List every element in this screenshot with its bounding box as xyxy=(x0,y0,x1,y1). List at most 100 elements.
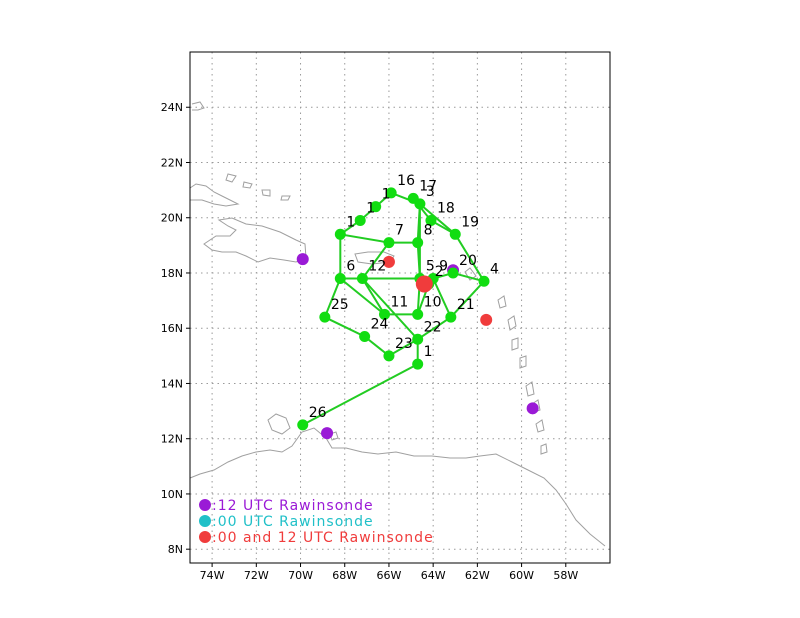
dropsonde-label: 1 xyxy=(424,344,433,360)
dropsonde-point xyxy=(445,311,457,323)
rawinsonde-site-both xyxy=(480,313,493,326)
rawinsonde-sites xyxy=(296,253,539,440)
lat-tick-label: 14N xyxy=(161,377,183,390)
dropsonde-label: 11 xyxy=(391,294,409,310)
lon-tick-label: 64W xyxy=(421,569,446,582)
lat-tick-label: 22N xyxy=(161,156,183,169)
dropsonde-point xyxy=(412,333,424,345)
dropsonde-label: 6 xyxy=(346,258,355,274)
lon-tick-label: 72W xyxy=(244,569,269,582)
coastline-hispaniola xyxy=(203,217,307,263)
dropsonde-label: 23 xyxy=(395,336,413,352)
lat-tick-label: 10N xyxy=(161,488,183,501)
dropsonde-label: 26 xyxy=(309,405,327,421)
dropsonde-point xyxy=(407,192,419,204)
flight-track-segment xyxy=(339,277,386,316)
dropsonde-point xyxy=(412,308,424,320)
dropsonde-point xyxy=(478,275,490,287)
coastline-bahamas-4 xyxy=(280,195,291,201)
rawinsonde-site-12 xyxy=(296,253,309,266)
dropsonde-label: 21 xyxy=(457,297,475,313)
legend-label-12: :12 UTC Rawinsonde xyxy=(212,498,374,514)
dropsonde-point xyxy=(297,419,309,431)
storm-center xyxy=(415,275,433,293)
legend: :12 UTC Rawinsonde:00 UTC Rawinsonde:00 … xyxy=(199,498,434,546)
dropsonde-label: 18 xyxy=(437,200,455,216)
lat-tick-label: 16N xyxy=(161,322,183,335)
storm-center-marker xyxy=(415,275,433,293)
dropsonde-point xyxy=(354,214,366,226)
coastline-south-america xyxy=(189,427,606,547)
dropsonde-point xyxy=(356,272,368,284)
coastline-paraguana xyxy=(267,413,291,435)
dropsonde-label: 9 xyxy=(439,258,448,274)
lon-tick-label: 70W xyxy=(288,569,313,582)
dropsonde-label: 7 xyxy=(395,223,404,239)
coastline-cuba-north xyxy=(191,101,205,111)
dropsonde-label: 22 xyxy=(424,319,442,335)
dropsonde-label: 12 xyxy=(368,258,386,274)
dropsonde-point xyxy=(383,237,395,249)
rawinsonde-site-both xyxy=(382,255,395,268)
lat-tick-label: 18N xyxy=(161,267,183,280)
dropsonde-label: 1 xyxy=(346,214,355,230)
coastline-bahamas-3 xyxy=(261,189,271,197)
dropsonde-label: 19 xyxy=(461,214,479,230)
dropsonde-point xyxy=(385,187,397,199)
flight-track-segment xyxy=(361,241,390,280)
coastline-bahamas-2 xyxy=(242,181,253,189)
map-frame xyxy=(189,51,611,564)
dropsonde-point xyxy=(370,201,382,213)
dropsonde-point xyxy=(412,237,424,249)
dropsonde-point xyxy=(449,228,461,240)
dropsonde-point xyxy=(447,267,459,279)
coastlines xyxy=(189,101,606,547)
rawinsonde-site-12 xyxy=(526,402,539,415)
dropsonde-point xyxy=(383,350,395,362)
rawinsonde-site-12 xyxy=(321,427,334,440)
coastline-abc-islands xyxy=(329,431,339,441)
dropsonde-label: 4 xyxy=(490,261,499,277)
dropsonde-point xyxy=(412,358,424,370)
lon-tick-label: 66W xyxy=(377,569,402,582)
dropsonde-points xyxy=(297,187,490,431)
lon-tick-label: 68W xyxy=(332,569,357,582)
dropsonde-point xyxy=(379,308,391,320)
coastline-bahamas-1 xyxy=(225,173,237,183)
flight-track-segment xyxy=(432,278,452,318)
dropsonde-label: 1 xyxy=(366,200,375,216)
dropsonde-label: 2 xyxy=(435,264,444,280)
dropsonde-label: 8 xyxy=(424,223,433,239)
dropsonde-label: 10 xyxy=(424,294,442,310)
axis-tick-labels: 74W 72W 70W 68W 66W 64W 62W 60W 58W8N10N12N14N16… xyxy=(161,101,579,582)
lon-tick-label: 60W xyxy=(509,569,534,582)
legend-label-00: :00 UTC Rawinsonde xyxy=(212,514,374,530)
coastline-lesser-antilles xyxy=(464,267,548,455)
dropsonde-label: 17 xyxy=(419,178,437,194)
graticule-grid xyxy=(190,52,610,563)
dropsonde-label: 24 xyxy=(371,317,389,333)
dropsonde-label: 25 xyxy=(331,297,349,313)
lat-tick-label: 12N xyxy=(161,433,183,446)
lat-tick-label: 8N xyxy=(168,543,183,556)
lon-tick-label: 62W xyxy=(465,569,490,582)
dropsonde-label: 5 xyxy=(426,258,435,274)
dropsonde-label: 16 xyxy=(397,173,415,189)
dropsonde-point xyxy=(425,214,437,226)
plot-border xyxy=(189,51,611,564)
dropsonde-label: 3 xyxy=(426,184,435,200)
dropsonde-point xyxy=(334,228,346,240)
legend-label-both: :00 and 12 UTC Rawinsonde xyxy=(212,530,434,546)
lon-tick-label: 58W xyxy=(553,569,578,582)
dropsonde-point xyxy=(334,272,346,284)
legend-marker-both xyxy=(199,531,211,543)
legend-marker-12 xyxy=(199,499,211,511)
legend-marker-00 xyxy=(199,515,211,527)
dropsonde-point xyxy=(319,311,331,323)
coastline-cuba xyxy=(189,183,240,207)
dropsonde-label: 20 xyxy=(459,253,477,269)
lat-tick-label: 24N xyxy=(161,101,183,114)
lat-tick-label: 20N xyxy=(161,212,183,225)
